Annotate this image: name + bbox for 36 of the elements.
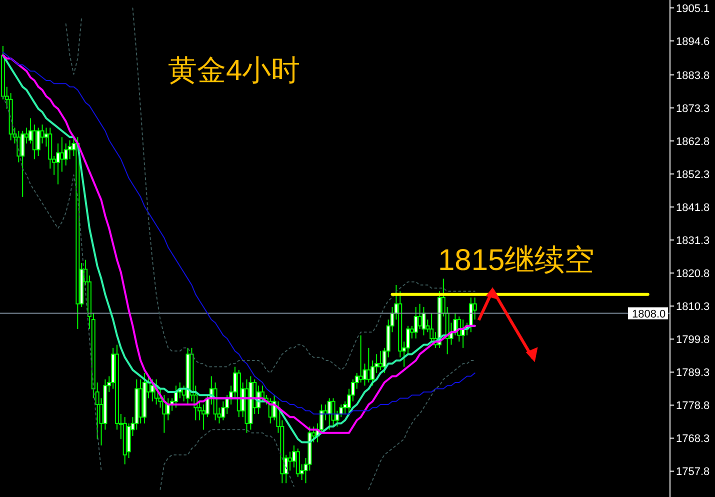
candlestick bbox=[418, 303, 422, 330]
candlestick bbox=[60, 136, 64, 172]
candlestick bbox=[174, 385, 178, 408]
annotation: 1815继续空 bbox=[438, 244, 595, 277]
text: 黄金4小时 bbox=[168, 55, 300, 87]
y-tick-label: 1841.8 bbox=[676, 202, 710, 214]
y-tick-label: 1862.8 bbox=[676, 136, 710, 148]
candlestick bbox=[468, 297, 473, 333]
candlestick bbox=[296, 448, 300, 478]
y-tick-label: 1799.8 bbox=[676, 334, 710, 346]
y-tick-label: 1883.8 bbox=[676, 70, 710, 82]
candlestick bbox=[358, 334, 363, 383]
ref-line-label: 1808.0 bbox=[632, 308, 666, 320]
candlestick bbox=[36, 127, 40, 157]
candlestick bbox=[422, 306, 426, 336]
candlestick bbox=[378, 350, 382, 370]
y-tick-label: 1820.8 bbox=[676, 268, 710, 280]
y-tick-label: 1852.3 bbox=[676, 168, 710, 181]
candlestick bbox=[288, 451, 292, 472]
y-tick-label: 1778.8 bbox=[676, 400, 710, 412]
y-tick-label: 1810.3 bbox=[676, 301, 710, 314]
candlestick bbox=[414, 306, 418, 339]
y-tick-label: 1894.6 bbox=[676, 36, 710, 48]
candlestick bbox=[166, 398, 170, 421]
candlestick bbox=[327, 398, 332, 430]
y-tick-label: 1789.3 bbox=[676, 367, 710, 380]
y-tick-label: 1831.3 bbox=[676, 235, 710, 248]
candlestick bbox=[16, 130, 21, 163]
candlestick bbox=[20, 130, 25, 198]
candlestick bbox=[150, 378, 154, 402]
y-tick-label: 1768.3 bbox=[676, 433, 710, 446]
y-tick-label: 1905.1 bbox=[676, 2, 710, 15]
y-tick-label: 1757.8 bbox=[676, 466, 710, 478]
y-tick-label: 1873.3 bbox=[676, 102, 710, 115]
candlestick bbox=[366, 347, 371, 383]
candlestick bbox=[331, 398, 336, 428]
